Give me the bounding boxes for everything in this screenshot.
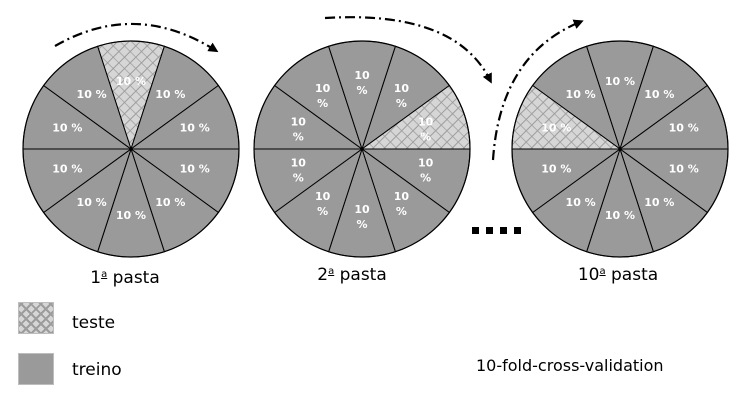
fold-10-pie: 10 % 10 % 10 % 10 % 10 % 10 % 10 % 10 % 10 % 10 % (511, 40, 729, 258)
diagram-title: 10-fold-cross-validation (476, 356, 664, 375)
fold-10-caption-word: pasta (611, 265, 659, 285)
rotation-arrow (324, 16, 492, 84)
segment-label: 10% (315, 82, 331, 110)
segment-label: 10% (394, 82, 410, 110)
fold-2-ordinal: 2 (317, 265, 329, 285)
segment-label: 10 % (566, 88, 596, 101)
fold-1-ordinal: 1 (90, 268, 102, 288)
segment-label: 10 % (644, 196, 674, 209)
segment-label: 10% (354, 203, 370, 231)
segment-label: 10% (291, 157, 307, 185)
rotation-arrow (491, 19, 584, 161)
segment-label: 10 % (77, 196, 107, 209)
legend-test-label: teste (72, 313, 116, 333)
segment-label: 10% (418, 115, 434, 143)
ellipsis-dot (514, 227, 521, 234)
rotation-arrow (54, 22, 219, 53)
fold-2-ordinal-suffix: a (328, 266, 335, 277)
segment-label: 10 % (669, 121, 699, 134)
legend-test-swatch (18, 302, 54, 334)
legend-train-swatch (18, 353, 54, 385)
fold-10-caption: 10a pasta (568, 265, 668, 285)
segment-label: 10 % (605, 75, 635, 88)
segment-label: 10 % (116, 75, 146, 88)
segment-label: 10 % (116, 209, 146, 222)
segment-label: 10% (354, 69, 370, 97)
ellipsis-dots (472, 227, 521, 234)
fold-2-pie: 10 % 10 % 10 % 10 % 10 % 10 % 10 % 10 % 10 % 10% (253, 40, 471, 258)
segment-label: 10 % (605, 209, 635, 222)
fold-1-caption: 1a pasta (80, 268, 170, 288)
fold-1-pie: 10 % 10 % 10 % 10 % 10 % 10 % 10 % 10 % 10 % 10 % (22, 40, 240, 258)
ellipsis-dot (486, 227, 493, 234)
fold-1-ordinal-suffix: a (101, 269, 108, 280)
segment-label: 10% (315, 190, 331, 218)
segment-label: 10 % (180, 163, 210, 176)
segment-label: 10 % (541, 121, 571, 134)
segment-label: 10% (418, 157, 434, 185)
segment-label: 10 % (155, 196, 185, 209)
legend-train-label: treino (72, 360, 122, 380)
fold-10-ordinal-suffix: a (599, 266, 606, 277)
ellipsis-dot (500, 227, 507, 234)
segment-label: 10 % (77, 88, 107, 101)
segment-label: 10% (291, 115, 307, 143)
segment-label: 10 % (155, 88, 185, 101)
fold-10-ordinal: 10 (577, 265, 600, 285)
fold-2-caption-word: pasta (339, 265, 387, 285)
fold-1-caption-word: pasta (112, 268, 160, 288)
segment-label: 10% (394, 190, 410, 218)
segment-label: 10 % (541, 163, 571, 176)
segment-label: 10 % (566, 196, 596, 209)
fold-2-caption: 2a pasta (307, 265, 397, 285)
segment-label: 10 % (52, 121, 82, 134)
segment-label: 10 % (52, 163, 82, 176)
segment-label: 10 % (180, 121, 210, 134)
segment-label: 10 % (644, 88, 674, 101)
ellipsis-dot (472, 227, 479, 234)
segment-label: 10 % (669, 163, 699, 176)
